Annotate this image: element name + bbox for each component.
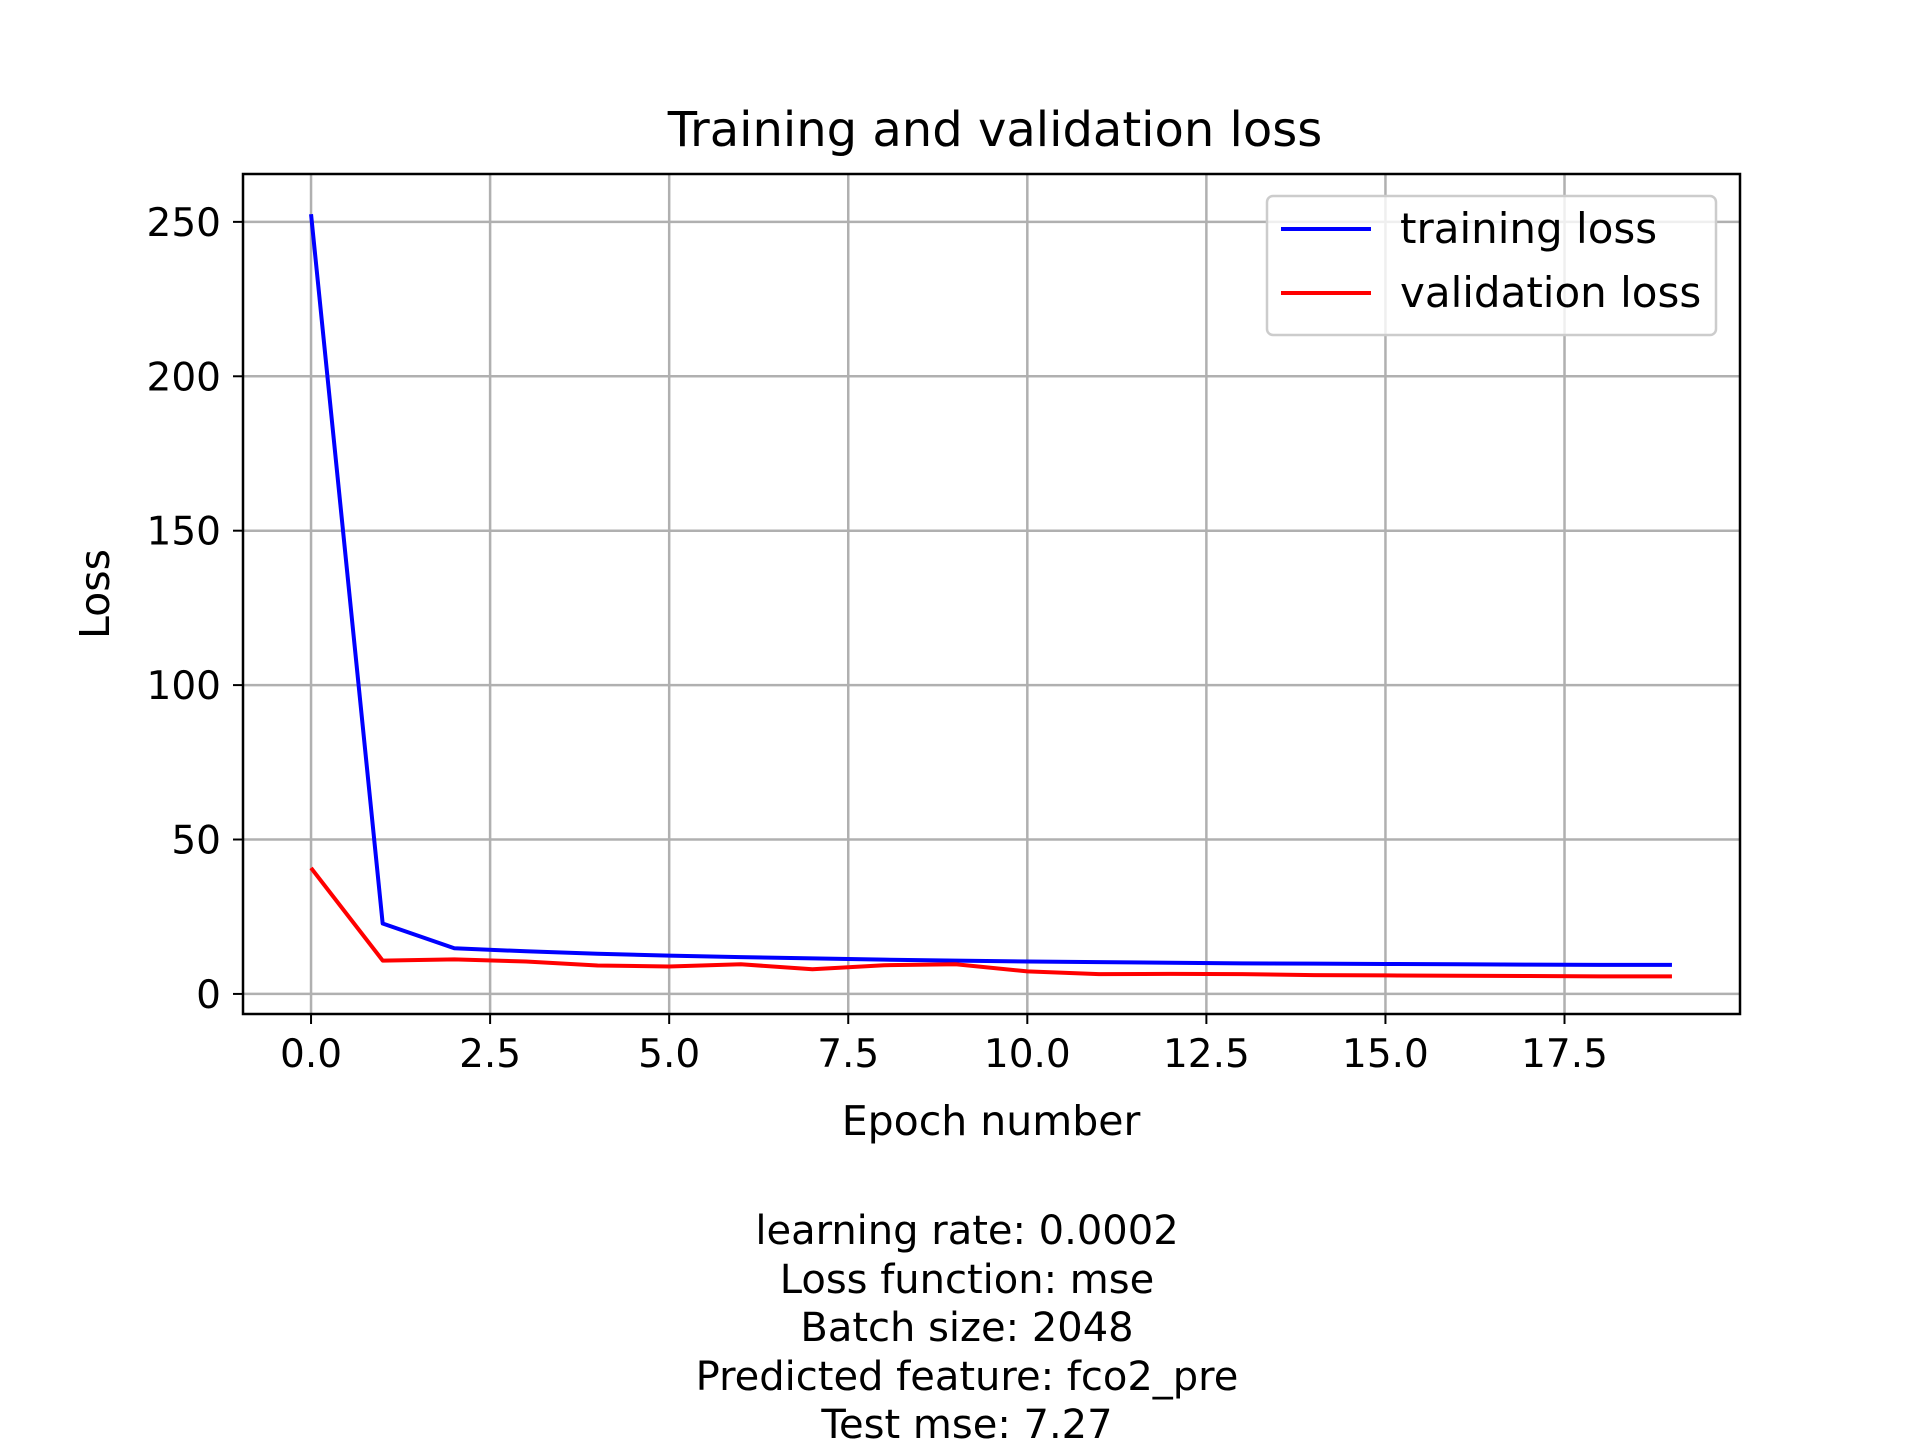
caption-learning-rate: learning rate: 0.0002 [755, 1208, 1178, 1254]
training-info-caption: learning rate: 0.0002 Loss function: mse… [696, 1208, 1239, 1440]
x-tick-label: 5.0 [638, 1032, 700, 1077]
caption-loss-function: Loss function: mse [780, 1257, 1154, 1303]
legend-label-validation-loss: validation loss [1400, 268, 1701, 317]
y-tick-label: 150 [147, 510, 221, 555]
chart-title: Training and validation loss [667, 102, 1323, 158]
x-tick-label: 15.0 [1342, 1032, 1429, 1077]
y-axis-label: Loss [71, 549, 119, 639]
legend-label-training-loss: training loss [1400, 204, 1657, 253]
y-tick-label: 250 [147, 201, 221, 246]
series-lines [309, 213, 1672, 979]
plot-frame [241, 172, 1742, 1016]
x-tick-label: 10.0 [984, 1032, 1071, 1077]
legend: training loss validation loss [1265, 194, 1718, 337]
caption-batch-size: Batch size: 2048 [800, 1305, 1133, 1351]
x-tick-label: 12.5 [1163, 1032, 1250, 1077]
x-tick-label: 17.5 [1521, 1032, 1608, 1077]
x-axis-ticks: 0.0 2.5 5.0 7.5 10.0 12.5 15.0 17.5 [280, 1014, 1608, 1077]
x-tick-label: 7.5 [817, 1032, 879, 1077]
x-tick-label: 2.5 [459, 1032, 521, 1077]
x-tick-label: 0.0 [280, 1032, 342, 1077]
legend-box [1265, 194, 1718, 337]
x-axis-label: Epoch number [842, 1097, 1141, 1145]
y-tick-label: 0 [196, 973, 221, 1018]
y-tick-label: 100 [147, 664, 221, 709]
series-line-validation-loss [309, 866, 1672, 979]
y-tick-label: 50 [171, 819, 221, 864]
caption-predicted-feature: Predicted feature: fco2_pre [696, 1354, 1239, 1400]
y-axis-ticks: 0 50 100 150 200 250 [147, 201, 243, 1018]
caption-test-mse: Test mse: 7.27 [820, 1402, 1112, 1440]
series-line-training-loss [309, 213, 1672, 967]
y-tick-label: 200 [147, 355, 221, 400]
